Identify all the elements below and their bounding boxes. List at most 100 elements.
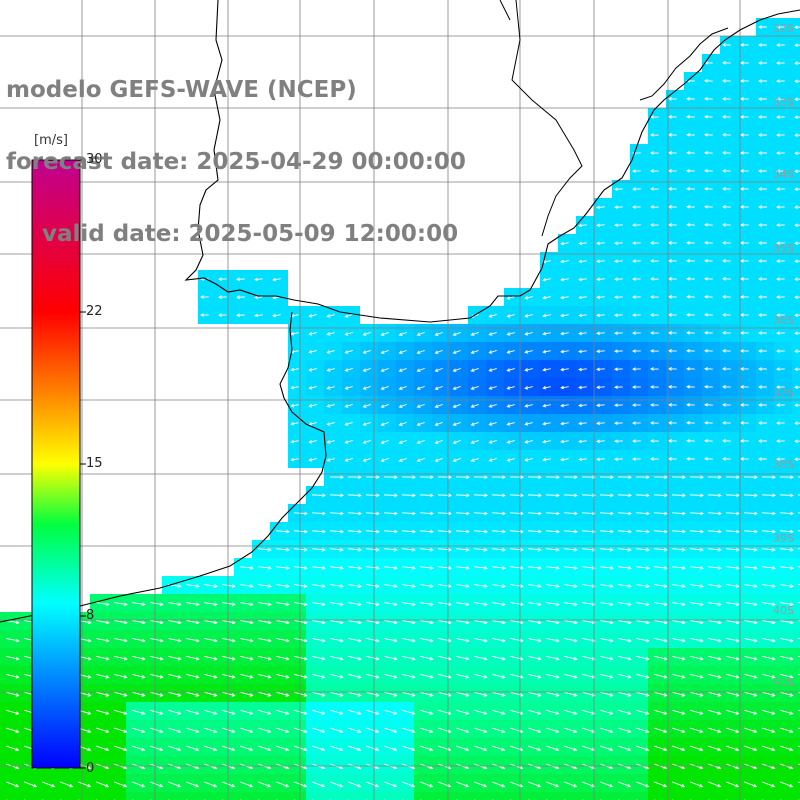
wind-arrow	[239, 602, 254, 607]
wind-arrow	[614, 259, 623, 263]
wind-arrow	[632, 385, 641, 389]
wind-arrow	[545, 709, 560, 715]
wind-arrow	[689, 566, 704, 570]
field-cell	[324, 792, 342, 800]
wind-arrow	[380, 367, 389, 372]
wind-arrow	[600, 727, 614, 733]
wind-arrow	[384, 745, 398, 752]
wind-arrow	[329, 529, 344, 534]
wind-arrow	[740, 385, 749, 389]
wind-arrow	[434, 331, 443, 336]
wind-arrow	[329, 620, 344, 625]
wind-arrow	[419, 529, 434, 534]
wind-arrow	[668, 421, 677, 425]
wind-arrow	[437, 602, 452, 607]
wind-arrow	[488, 332, 497, 336]
wind-arrow	[761, 673, 776, 679]
wind-arrow	[239, 584, 254, 588]
wind-arrow	[581, 709, 596, 715]
wind-arrow	[419, 511, 434, 516]
wind-arrow	[452, 349, 461, 354]
field-cell	[72, 792, 90, 800]
wind-arrow	[578, 349, 587, 354]
wind-arrow	[599, 620, 614, 625]
wind-arrow	[776, 133, 785, 137]
wind-arrow	[362, 386, 371, 390]
wind-arrow	[236, 295, 245, 300]
wind-arrow	[275, 691, 290, 697]
wind-arrow	[275, 620, 290, 625]
wind-arrow	[545, 547, 560, 552]
wind-arrow	[707, 709, 722, 715]
wind-arrow	[546, 745, 560, 752]
wind-arrow	[744, 745, 758, 752]
wind-arrow	[758, 421, 767, 425]
wind-arrow	[780, 781, 794, 788]
wind-arrow	[761, 620, 776, 625]
field-cell	[108, 792, 126, 800]
wind-arrow	[722, 277, 731, 281]
wind-arrow	[794, 79, 800, 84]
wind-arrow	[365, 566, 380, 570]
wind-arrow	[149, 602, 164, 607]
wind-arrow	[455, 584, 470, 588]
wind-arrow	[794, 169, 800, 174]
wind-arrow	[491, 691, 506, 697]
wind-arrow	[473, 602, 488, 607]
field-cell	[216, 792, 234, 800]
wind-arrow	[794, 43, 800, 48]
wind-arrow	[542, 313, 551, 318]
wind-arrow	[708, 781, 722, 788]
wind-arrow	[275, 709, 290, 715]
wind-arrow	[758, 457, 767, 461]
wind-arrow	[671, 673, 686, 679]
wind-arrow	[509, 475, 524, 479]
wind-arrow	[506, 458, 515, 462]
wind-arrow	[366, 727, 380, 733]
wind-arrow	[365, 529, 380, 534]
wind-arrow	[794, 25, 800, 30]
wind-arrow	[149, 620, 164, 625]
wind-arrow	[401, 637, 416, 643]
wind-arrow	[668, 205, 677, 209]
wind-arrow	[704, 439, 713, 443]
wind-arrow	[617, 475, 632, 479]
wind-arrow	[383, 584, 398, 588]
wind-arrow	[650, 277, 659, 281]
wind-arrow	[509, 673, 524, 679]
wind-arrow	[401, 475, 416, 479]
wind-arrow	[509, 691, 524, 697]
wind-arrow	[668, 385, 677, 389]
wind-arrow	[762, 745, 776, 752]
forecast-date: forecast date: 2025-04-29 00:00:00	[6, 149, 466, 175]
wind-arrow	[311, 602, 326, 607]
field-cell	[792, 522, 800, 540]
wind-arrow	[761, 709, 776, 715]
wind-arrow	[578, 295, 587, 300]
wind-arrow	[401, 620, 416, 625]
wind-arrow	[60, 781, 74, 788]
wind-arrow	[488, 386, 497, 390]
wind-arrow	[794, 223, 800, 228]
wind-arrow	[239, 709, 254, 715]
wind-arrow	[722, 403, 731, 407]
wind-arrow	[740, 205, 749, 209]
wind-arrow	[614, 367, 623, 371]
wind-arrow	[564, 727, 578, 733]
wind-arrow	[311, 620, 326, 625]
wind-arrow	[470, 332, 479, 336]
wind-arrow	[725, 566, 740, 570]
wind-arrow	[380, 403, 389, 408]
wind-arrow	[419, 475, 434, 479]
field-cell	[504, 792, 522, 800]
field-cell	[414, 792, 432, 800]
wind-arrow	[779, 566, 794, 570]
wind-arrow	[491, 602, 506, 607]
wind-arrow	[707, 620, 722, 625]
latitude-label: 36S	[773, 314, 794, 327]
wind-arrow	[204, 781, 218, 788]
wind-arrow	[420, 745, 434, 752]
wind-arrow	[275, 584, 290, 588]
wind-arrow	[455, 493, 470, 498]
wind-arrow	[707, 691, 722, 697]
